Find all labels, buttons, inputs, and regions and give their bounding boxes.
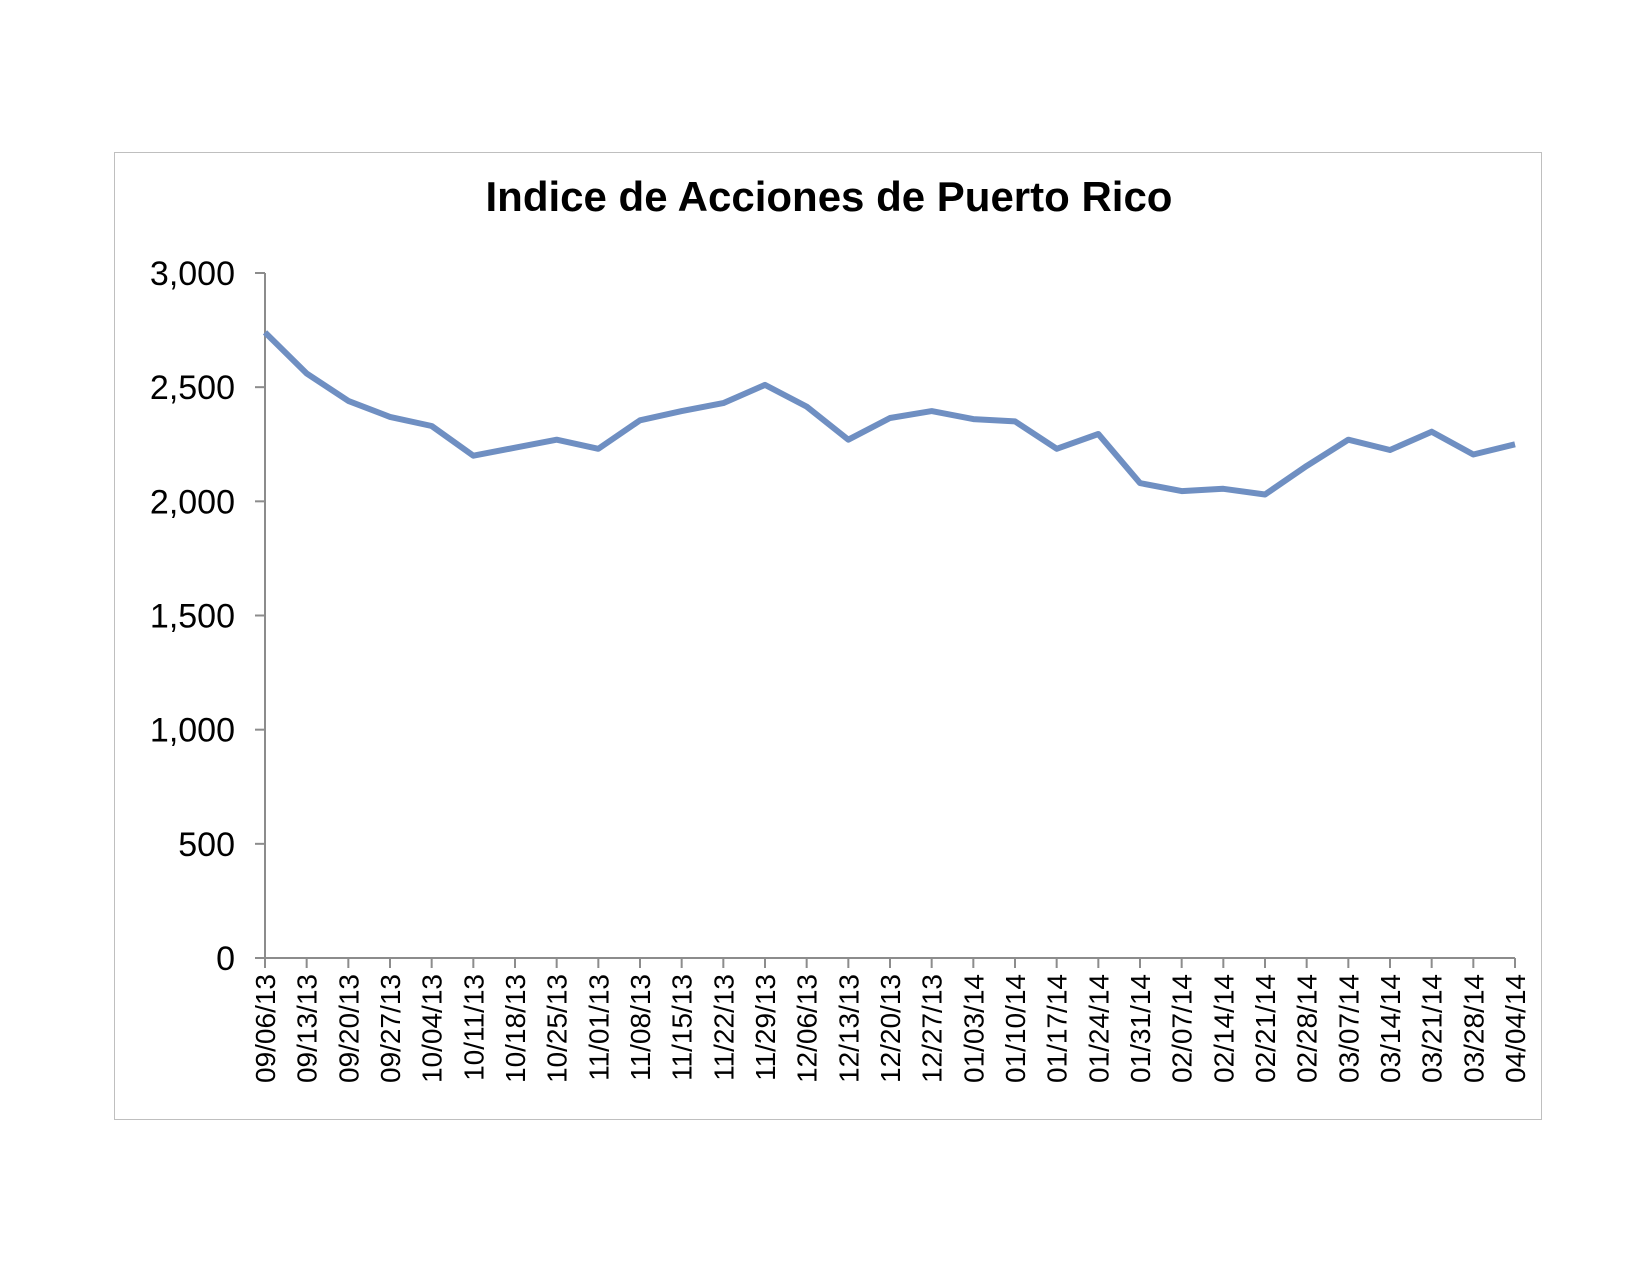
x-tick-label: 11/01/13 xyxy=(583,974,614,1081)
x-tick-label: 10/18/13 xyxy=(500,974,531,1083)
y-tick-label: 2,000 xyxy=(150,483,235,521)
y-tick-label: 3,000 xyxy=(150,255,235,293)
series-layer xyxy=(262,330,1516,498)
x-tick-label: 01/03/14 xyxy=(958,974,989,1083)
x-tick-label: 02/28/14 xyxy=(1292,974,1323,1083)
x-tick-label: 11/22/13 xyxy=(708,974,739,1081)
x-tick-label: 04/04/14 xyxy=(1500,974,1531,1083)
x-tick-label: 03/21/14 xyxy=(1417,974,1448,1083)
x-tick-label: 11/29/13 xyxy=(750,974,781,1081)
y-tick-label: 1,000 xyxy=(150,712,235,750)
x-tick-label: 02/07/14 xyxy=(1167,974,1198,1083)
x-tick-label: 12/27/13 xyxy=(917,974,948,1083)
x-tick-label: 09/06/13 xyxy=(250,974,281,1083)
x-tick-label: 12/13/13 xyxy=(833,974,864,1083)
x-axis: 09/06/13 09/13/13 09/20/13 09/27/13 10/04/13… xyxy=(250,957,1531,1083)
y-axis: 0 500 1,000 1,500 2,000 2,500 3,000 xyxy=(150,255,266,978)
x-tick-label: 11/15/13 xyxy=(667,974,698,1081)
y-tick-label: 2,500 xyxy=(150,369,235,407)
y-tick-label: 0 xyxy=(216,940,235,978)
x-tick-label: 10/11/13 xyxy=(458,974,489,1081)
x-tick-label: 12/06/13 xyxy=(792,974,823,1083)
x-tick-label: 01/10/14 xyxy=(1000,974,1031,1083)
x-tick-label: 10/25/13 xyxy=(542,974,573,1083)
x-tick-label: 09/20/13 xyxy=(333,974,364,1083)
chart-title: Indice de Acciones de Puerto Rico xyxy=(486,173,1173,220)
series-line xyxy=(262,330,1516,498)
x-tick-label: 10/04/13 xyxy=(417,974,448,1083)
x-tick-label: 11/08/13 xyxy=(625,974,656,1081)
x-tick-label: 01/24/14 xyxy=(1083,974,1114,1083)
y-tick-label: 500 xyxy=(178,826,235,864)
x-tick-label: 03/07/14 xyxy=(1333,974,1364,1083)
x-tick-label: 01/17/14 xyxy=(1042,974,1073,1083)
chart-frame: Indice de Acciones de Puerto Rico 0 500 1,… xyxy=(114,152,1542,1120)
x-tick-label: 09/27/13 xyxy=(375,974,406,1083)
x-tick-label: 12/20/13 xyxy=(875,974,906,1083)
x-tick-label: 02/21/14 xyxy=(1250,974,1281,1083)
x-tick-label: 03/28/14 xyxy=(1458,974,1489,1083)
x-tick-label: 09/13/13 xyxy=(292,974,323,1083)
x-tick-label: 03/14/14 xyxy=(1375,974,1406,1083)
x-tick-label: 02/14/14 xyxy=(1208,974,1239,1083)
x-tick-label: 01/31/14 xyxy=(1125,974,1156,1083)
line-chart: Indice de Acciones de Puerto Rico 0 500 1,… xyxy=(150,173,1531,1083)
y-tick-label: 1,500 xyxy=(150,598,235,636)
